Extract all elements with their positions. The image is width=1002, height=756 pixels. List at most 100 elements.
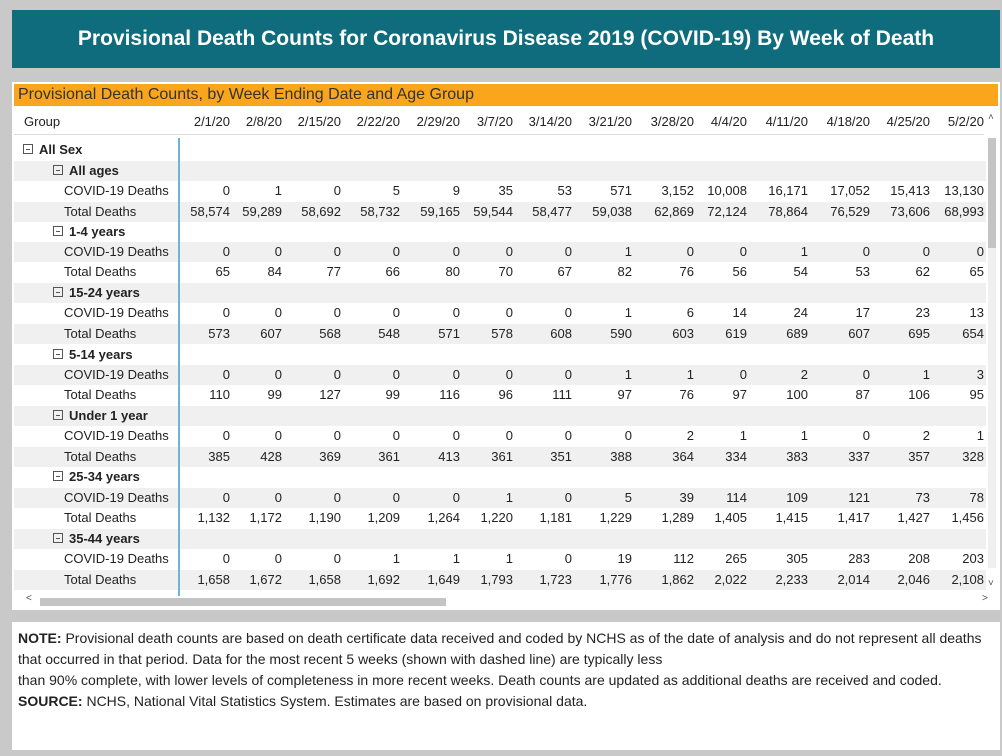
table-cell: 0: [274, 490, 282, 505]
table-cell: 578: [491, 326, 513, 341]
column-header-10[interactable]: 4/11/20: [765, 114, 808, 129]
row-label: Total Deaths: [64, 387, 137, 402]
table-row: Total Deaths 1,658 1,672 1,658 1,692 1,649 1,7…: [14, 570, 986, 590]
scroll-right-icon[interactable]: >: [982, 593, 988, 604]
column-header-9[interactable]: 4/4/20: [710, 114, 747, 129]
table-cell: 0: [222, 551, 230, 566]
table-cell: 3: [976, 367, 984, 382]
group-label[interactable]: 25-34 years: [69, 469, 140, 484]
scroll-left-icon[interactable]: <: [26, 593, 32, 604]
table-cell: 1: [800, 244, 808, 259]
table-cell: 1: [392, 551, 400, 566]
column-header-7[interactable]: 3/21/20: [588, 114, 632, 129]
table-cell: 351: [550, 449, 572, 464]
group-row: 35-44 years: [14, 529, 986, 549]
table-cell: 13: [969, 305, 984, 320]
scroll-up-icon[interactable]: ˄: [988, 112, 994, 123]
table-cell: 208: [908, 551, 930, 566]
group-label[interactable]: All Sex: [39, 142, 83, 157]
table-cell: 0: [739, 244, 747, 259]
collapse-icon[interactable]: [53, 349, 63, 359]
table-cell: 82: [617, 264, 632, 279]
collapse-icon[interactable]: [53, 226, 63, 236]
table-cell: 17: [855, 305, 870, 320]
column-header-11[interactable]: 4/18/20: [826, 114, 870, 129]
table-cell: 76: [679, 387, 694, 402]
row-label: Total Deaths: [64, 449, 137, 464]
table-row: Total Deaths 110 99 127 99 116 96 111 97 76 97 100 8…: [14, 385, 986, 405]
table-cell: 0: [564, 305, 572, 320]
collapse-icon[interactable]: [23, 144, 33, 154]
table-cell: 67: [557, 264, 572, 279]
group-label[interactable]: All ages: [69, 163, 119, 178]
table-cell: 100: [786, 387, 808, 402]
table-cell: 607: [848, 326, 870, 341]
collapse-icon[interactable]: [53, 410, 63, 420]
table-cell: 0: [274, 305, 282, 320]
horizontal-scrollbar[interactable]: < >: [24, 593, 998, 608]
table-cell: 0: [564, 490, 572, 505]
table-cell: 14: [732, 305, 747, 320]
group-label[interactable]: Under 1 year: [69, 408, 148, 423]
table-cell: 0: [862, 244, 870, 259]
collapse-icon[interactable]: [53, 533, 63, 543]
column-header-13[interactable]: 5/2/20: [947, 114, 984, 129]
table-cell: 1,405: [714, 510, 747, 525]
table-cell: 0: [392, 367, 400, 382]
table-cell: 16,171: [768, 183, 808, 198]
table-cell: 0: [333, 244, 341, 259]
column-header-5[interactable]: 3/7/20: [476, 114, 513, 129]
collapse-icon[interactable]: [53, 287, 63, 297]
column-header-2[interactable]: 2/15/20: [297, 114, 341, 129]
vertical-scroll-track[interactable]: [988, 138, 996, 568]
column-header-4[interactable]: 2/29/20: [416, 114, 460, 129]
vertical-scroll-thumb[interactable]: [988, 138, 996, 248]
visual-title: Provisional Death Counts, by Week Ending…: [14, 84, 998, 106]
column-header-8[interactable]: 3/28/20: [650, 114, 694, 129]
group-label[interactable]: 35-44 years: [69, 531, 140, 546]
table-cell: 23: [915, 305, 930, 320]
group-row: Under 1 year: [14, 406, 986, 426]
scroll-down-icon[interactable]: ˅: [988, 578, 994, 589]
table-cell: 9: [452, 183, 460, 198]
table-cell: 1,220: [480, 510, 513, 525]
table-row: COVID-19 Deaths 0 0 0 0 0 1 0 5 39 114 109 121 73 78: [14, 488, 986, 508]
table-cell: 66: [385, 264, 400, 279]
column-header-6[interactable]: 3/14/20: [528, 114, 572, 129]
table-cell: 59,165: [420, 204, 460, 219]
column-header-12[interactable]: 4/25/20: [886, 114, 930, 129]
table-cell: 39: [679, 490, 694, 505]
collapse-icon[interactable]: [53, 165, 63, 175]
row-label: Total Deaths: [64, 326, 137, 341]
horizontal-scroll-thumb[interactable]: [40, 598, 446, 606]
table-cell: 2,014: [837, 572, 870, 587]
table-cell: 573: [208, 326, 230, 341]
table-row: COVID-19 Deaths 0 1 0 5 9 35 53 571 3,152 10,008 16…: [14, 181, 986, 201]
column-header-0[interactable]: 2/1/20: [193, 114, 230, 129]
table-cell: 0: [333, 367, 341, 382]
table-cell: 0: [452, 428, 460, 443]
table-cell: 369: [319, 449, 341, 464]
column-header-3[interactable]: 2/22/20: [356, 114, 400, 129]
table-row: COVID-19 Deaths 0 0 0 0 0 0 0 0 2 1 1 0 2 1: [14, 426, 986, 446]
vertical-scrollbar[interactable]: ˄ ˅: [986, 110, 998, 594]
table-cell: 619: [725, 326, 747, 341]
table-cell: 53: [557, 183, 572, 198]
table-cell: 65: [215, 264, 230, 279]
group-label[interactable]: 1-4 years: [69, 224, 126, 239]
group-column-header[interactable]: Group: [24, 114, 61, 129]
collapse-icon[interactable]: [53, 471, 63, 481]
table-cell: 2,233: [775, 572, 808, 587]
table-cell: 603: [672, 326, 694, 341]
group-label[interactable]: 5-14 years: [69, 347, 133, 362]
table-cell: 1: [624, 305, 632, 320]
table-cell: 2: [800, 367, 808, 382]
column-header-1[interactable]: 2/8/20: [245, 114, 282, 129]
table-cell: 334: [725, 449, 747, 464]
table-cell: 608: [550, 326, 572, 341]
group-label[interactable]: 15-24 years: [69, 285, 140, 300]
table-cell: 1: [505, 490, 513, 505]
table-cell: 99: [267, 387, 282, 402]
table-cell: 87: [855, 387, 870, 402]
table-cell: 78,864: [768, 204, 808, 219]
